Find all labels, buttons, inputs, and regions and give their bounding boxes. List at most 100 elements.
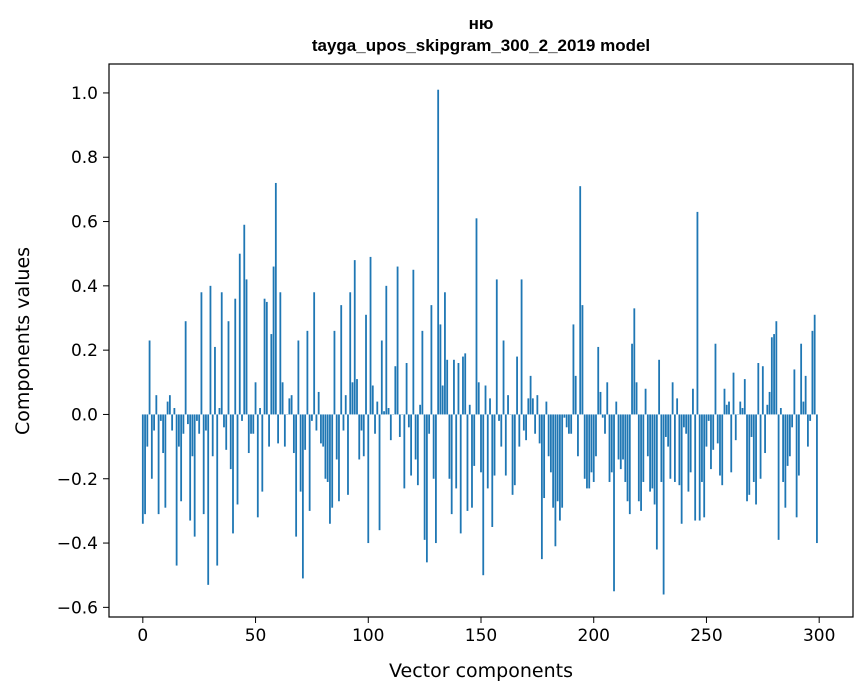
bar-52 (259, 408, 261, 415)
x-tick-label-0: 0 (137, 626, 148, 646)
bar-188 (565, 414, 568, 428)
bar-9 (162, 414, 165, 454)
y-tick-label-6: 0.6 (71, 213, 98, 233)
bar-33 (216, 414, 219, 566)
bar-299 (816, 414, 818, 544)
bar-232 (664, 414, 667, 437)
bar-38 (227, 321, 230, 415)
bar-196 (583, 414, 586, 479)
bar-287 (788, 414, 791, 457)
bar-278 (768, 391, 771, 415)
x-axis-label: Vector components (389, 660, 573, 682)
bar-221 (640, 414, 642, 511)
bar-130 (435, 414, 437, 544)
bar-23 (193, 414, 196, 537)
bar-202 (597, 346, 600, 415)
x-tick-label-2: 100 (352, 626, 384, 646)
bar-45 (243, 224, 246, 415)
bar-284 (782, 414, 785, 482)
bar-12 (168, 395, 171, 415)
bar-80 (322, 414, 325, 447)
bar-183 (554, 414, 557, 547)
bar-293 (802, 401, 805, 415)
bar-60 (277, 414, 279, 444)
bar-235 (671, 382, 674, 415)
bar-156 (493, 414, 496, 476)
bar-269 (748, 414, 751, 495)
bar-62 (281, 382, 284, 415)
bar-4 (150, 414, 153, 479)
bar-226 (651, 414, 654, 489)
bar-225 (649, 414, 651, 492)
bar-14 (173, 408, 176, 415)
bar-162 (507, 395, 509, 415)
bar-123 (419, 404, 422, 415)
bar-51 (256, 414, 259, 518)
bar-167 (518, 414, 521, 447)
y-tick-label-8: 1.0 (71, 84, 98, 104)
bar-53 (261, 414, 264, 492)
bar-43 (238, 253, 241, 415)
bar-177 (540, 414, 543, 560)
bar-270 (750, 414, 753, 437)
bar-84 (331, 414, 334, 508)
bar-13 (171, 414, 174, 431)
bar-68 (295, 414, 298, 537)
bar-229 (658, 359, 661, 415)
bar-262 (732, 372, 735, 415)
bar-240 (683, 414, 685, 428)
bar-166 (516, 356, 518, 415)
bar-254 (714, 343, 717, 415)
bar-147 (473, 414, 476, 466)
bar-138 (453, 359, 455, 415)
bar-227 (653, 414, 656, 505)
y-axis-ticks: −0.6 −0.4 −0.2 0.0 0.2 0.4 0.6 0.8 1.0 (57, 84, 109, 618)
bar-277 (766, 404, 769, 415)
bar-259 (725, 404, 728, 415)
bar-192 (574, 375, 577, 415)
bar-126 (425, 414, 428, 563)
bar-150 (480, 414, 482, 473)
x-tick-label-3: 150 (465, 626, 497, 646)
bar-181 (549, 414, 552, 473)
bar-231 (662, 414, 665, 595)
bar-164 (511, 414, 514, 495)
bar-292 (800, 343, 803, 415)
bar-169 (522, 414, 525, 431)
bar-274 (759, 414, 762, 479)
bar-66 (290, 395, 293, 415)
bar-6 (155, 395, 158, 415)
bar-5 (153, 414, 155, 431)
bar-210 (615, 401, 618, 415)
bar-267 (743, 379, 746, 415)
bar-212 (619, 414, 622, 470)
x-tick-label-4: 200 (578, 626, 610, 646)
bar-144 (466, 414, 469, 511)
bar-191 (572, 324, 575, 415)
bar-228 (655, 414, 658, 550)
y-tick-label-1: −0.4 (57, 534, 98, 554)
bar-73 (306, 330, 309, 415)
bar-26 (200, 292, 203, 415)
bar-59 (274, 182, 277, 415)
bar-261 (730, 414, 733, 473)
bar-72 (304, 414, 307, 450)
bar-119 (410, 414, 413, 476)
bar-206 (606, 382, 609, 415)
bar-214 (624, 414, 627, 482)
bar-149 (477, 382, 480, 415)
plot-frame (108, 63, 854, 618)
bar-222 (642, 414, 645, 482)
bar-93 (351, 382, 354, 415)
chart-title-line1: ню (469, 14, 494, 33)
bar-201 (595, 414, 597, 457)
bar-3 (148, 340, 151, 415)
bar-279 (770, 337, 773, 415)
bar-113 (396, 266, 399, 415)
bar-268 (746, 414, 748, 502)
bar-242 (687, 414, 690, 492)
bar-255 (716, 414, 719, 444)
bar-46 (245, 279, 248, 415)
bar-189 (568, 414, 570, 434)
bar-198 (588, 414, 591, 489)
